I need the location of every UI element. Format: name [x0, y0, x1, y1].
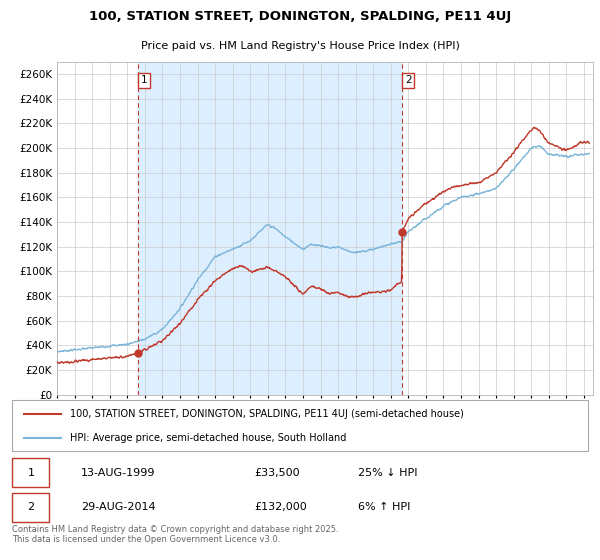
Text: £33,500: £33,500: [254, 468, 299, 478]
Text: 1: 1: [28, 468, 35, 478]
Text: HPI: Average price, semi-detached house, South Holland: HPI: Average price, semi-detached house,…: [70, 433, 346, 443]
Bar: [138, 62, 402, 395]
FancyBboxPatch shape: [12, 400, 588, 451]
Text: 100, STATION STREET, DONINGTON, SPALDING, PE11 4UJ (semi-detached house): 100, STATION STREET, DONINGTON, SPALDING…: [70, 409, 463, 419]
Text: 2: 2: [28, 502, 35, 512]
FancyBboxPatch shape: [12, 458, 49, 487]
Text: Price paid vs. HM Land Registry's House Price Index (HPI): Price paid vs. HM Land Registry's House …: [140, 41, 460, 51]
Text: £132,000: £132,000: [254, 502, 307, 512]
Text: 13-AUG-1999: 13-AUG-1999: [81, 468, 155, 478]
Text: 100, STATION STREET, DONINGTON, SPALDING, PE11 4UJ: 100, STATION STREET, DONINGTON, SPALDING…: [89, 10, 511, 23]
FancyBboxPatch shape: [12, 493, 49, 522]
Text: 6% ↑ HPI: 6% ↑ HPI: [358, 502, 410, 512]
Text: 2: 2: [405, 75, 412, 85]
Text: 25% ↓ HPI: 25% ↓ HPI: [358, 468, 417, 478]
Text: 29-AUG-2014: 29-AUG-2014: [81, 502, 156, 512]
Text: Contains HM Land Registry data © Crown copyright and database right 2025.
This d: Contains HM Land Registry data © Crown c…: [12, 525, 338, 544]
Text: 1: 1: [141, 75, 148, 85]
